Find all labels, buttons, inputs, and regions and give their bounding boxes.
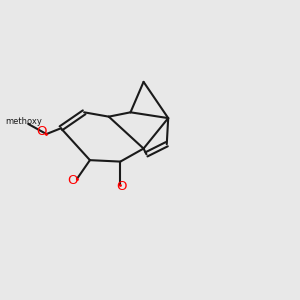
Text: methoxy: methoxy (5, 117, 42, 126)
Text: O: O (117, 180, 127, 193)
Text: O: O (67, 174, 78, 187)
Text: O: O (36, 125, 46, 138)
